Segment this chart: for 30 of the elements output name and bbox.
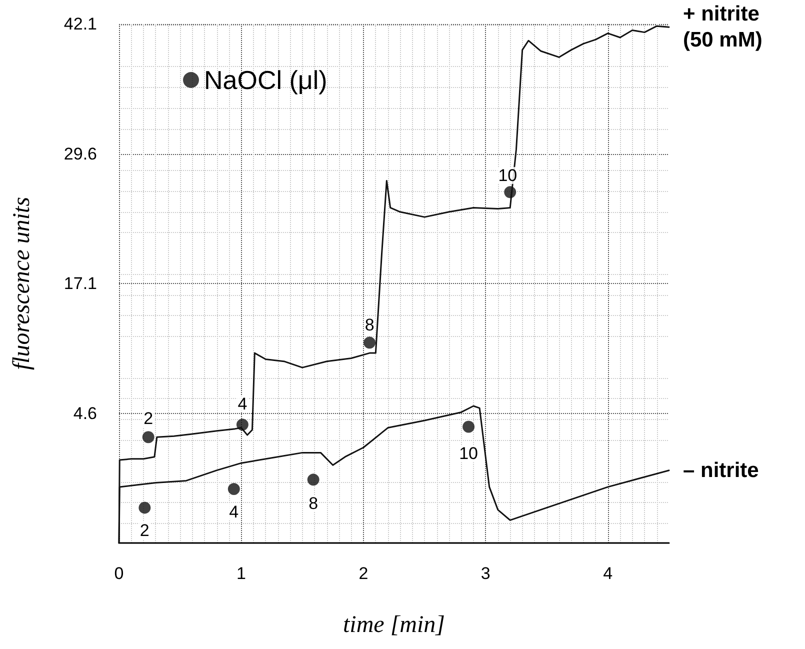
point bbox=[236, 418, 248, 431]
point bbox=[307, 474, 320, 486]
annotation: 4 bbox=[238, 394, 248, 414]
point bbox=[364, 336, 376, 349]
y-axis-title: fluorescence units bbox=[9, 196, 35, 370]
annotation: 2 bbox=[144, 408, 154, 428]
annotation: 10 bbox=[498, 166, 518, 186]
y-tick-label: 29.6 bbox=[64, 144, 97, 164]
point bbox=[142, 431, 154, 444]
x-axis-title: time [min] bbox=[343, 612, 445, 638]
y-tick-label: 17.1 bbox=[64, 274, 97, 293]
x-tick-label: 2 bbox=[358, 564, 368, 583]
point bbox=[504, 186, 516, 198]
annotation: 8 bbox=[308, 494, 318, 514]
series-label: + nitrite (50 mM) bbox=[683, 2, 766, 52]
legend-label: NaOCl (μl) bbox=[204, 65, 328, 95]
series-label: – nitrite bbox=[683, 458, 759, 482]
x-tick-label: 0 bbox=[114, 564, 124, 583]
y-tick-label: 42.1 bbox=[64, 14, 97, 34]
point bbox=[228, 483, 240, 496]
annotation: 4 bbox=[229, 502, 239, 522]
point bbox=[462, 420, 475, 433]
y-tick-label: 4.6 bbox=[73, 404, 97, 423]
x-tick-label: 4 bbox=[603, 564, 613, 583]
x-tick-label: 3 bbox=[480, 564, 490, 583]
point bbox=[138, 502, 151, 514]
x-tick-label: 1 bbox=[236, 564, 246, 583]
annotation: 2 bbox=[140, 521, 150, 540]
annotation: 10 bbox=[459, 444, 478, 464]
annotation: 8 bbox=[364, 316, 374, 335]
